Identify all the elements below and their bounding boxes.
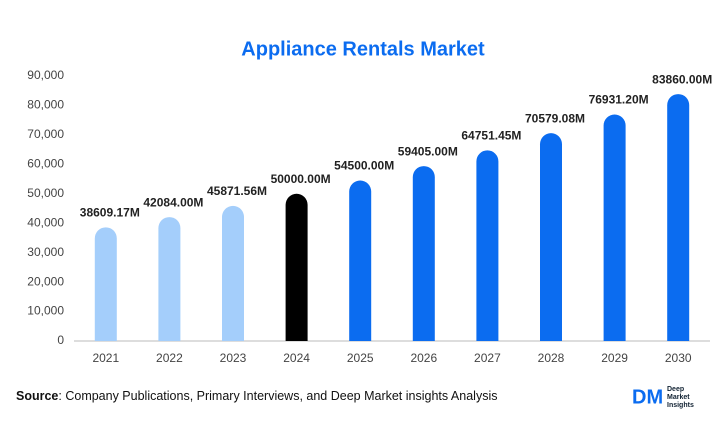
logo-text: Deep [667,386,684,393]
x-tick-label: 2021 [92,351,119,365]
value-label: 45871.56M [207,184,267,198]
bar [285,193,308,341]
x-tick-label: 2022 [156,351,183,365]
y-tick-label: 80,000 [27,98,64,112]
x-tick-label: 2023 [220,351,247,365]
value-label: 54500.00M [334,159,394,173]
logo-text: Market [667,394,690,401]
x-tick-label: 2024 [283,351,310,365]
bar [603,114,626,341]
x-tick-label: 2030 [665,351,692,365]
logo-mark: DM [632,386,663,408]
source-label: Source [16,389,58,403]
x-tick-label: 2025 [347,351,374,365]
bar [412,166,435,341]
bar [667,94,690,342]
x-tick-label: 2029 [601,351,628,365]
value-label: 38609.17M [80,205,140,219]
chart-title: Appliance Rentals Market [241,38,485,60]
bar [476,150,499,341]
value-label: 42084.00M [143,195,203,209]
value-label: 83860.00M [652,72,712,86]
x-tick-label: 2027 [474,351,501,365]
logo-text: Insights [667,402,694,409]
value-label: 59405.00M [398,144,458,158]
y-tick-label: 50,000 [27,186,64,200]
source-text: : Company Publications, Primary Intervie… [58,389,497,403]
bar [540,133,562,341]
value-label: 76931.20M [589,93,649,107]
y-tick-label: 30,000 [27,245,64,259]
bar [94,227,117,341]
source: Source: Company Publications, Primary In… [16,389,497,403]
y-tick-label: 40,000 [27,215,64,229]
x-tick-label: 2026 [410,351,437,365]
value-label: 70579.08M [525,111,585,125]
value-label: 64751.45M [461,129,521,143]
x-tick-label: 2028 [538,351,565,365]
y-tick-label: 0 [57,333,64,347]
bar [222,205,244,341]
y-tick-label: 20,000 [27,274,64,288]
bar [349,180,372,341]
y-tick-label: 10,000 [27,304,64,318]
y-tick-label: 90,000 [27,68,64,82]
y-tick-label: 70,000 [27,127,64,141]
value-label: 50000.00M [271,172,331,186]
y-tick-label: 60,000 [27,157,64,171]
bar [158,217,181,341]
